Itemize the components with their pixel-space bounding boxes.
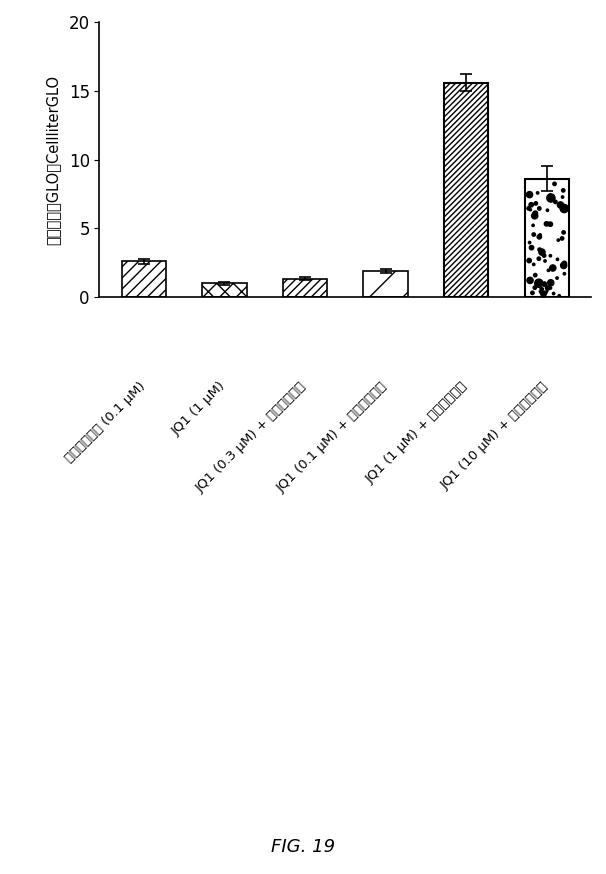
Point — [546, 191, 556, 205]
Point — [550, 177, 559, 191]
Point — [545, 249, 555, 263]
Point — [548, 261, 558, 275]
Point — [525, 274, 535, 288]
Point — [549, 287, 559, 301]
Bar — [202, 283, 247, 297]
Point — [537, 245, 547, 259]
Bar — [444, 82, 488, 297]
Bar — [122, 261, 166, 297]
Point — [551, 195, 561, 209]
Point — [542, 204, 552, 218]
Point — [527, 198, 536, 212]
Point — [559, 225, 568, 239]
Point — [545, 188, 555, 202]
Point — [559, 259, 568, 273]
Point — [556, 198, 565, 212]
Text: JQ1 (1 μM): JQ1 (1 μM) — [170, 379, 228, 439]
Point — [545, 218, 555, 232]
Point — [528, 218, 538, 232]
Point — [539, 248, 549, 262]
Point — [529, 258, 539, 272]
Point — [524, 201, 533, 215]
Point — [530, 208, 539, 222]
Point — [530, 209, 539, 223]
Point — [553, 253, 562, 267]
Point — [544, 263, 553, 277]
Point — [534, 202, 544, 216]
Point — [542, 217, 552, 231]
Point — [538, 288, 547, 302]
Point — [552, 271, 562, 285]
Point — [539, 277, 549, 291]
Point — [528, 286, 538, 300]
Text: FIG. 19: FIG. 19 — [271, 838, 335, 857]
Point — [534, 252, 544, 266]
Text: JQ1 (1 μM) + アルボシジブ: JQ1 (1 μM) + アルボシジブ — [364, 379, 470, 486]
Point — [525, 188, 534, 202]
Point — [534, 230, 544, 244]
Point — [557, 198, 567, 212]
Point — [542, 217, 551, 231]
Point — [558, 232, 567, 246]
Point — [559, 267, 569, 281]
Bar — [283, 279, 327, 297]
Point — [537, 282, 547, 296]
Point — [530, 206, 540, 220]
Point — [530, 206, 539, 220]
Point — [545, 281, 555, 295]
Bar — [444, 82, 488, 297]
Point — [559, 202, 569, 216]
Text: アルボシジブ (0.1 μM): アルボシジブ (0.1 μM) — [62, 379, 148, 465]
Point — [558, 184, 568, 198]
Point — [525, 236, 534, 250]
Bar — [525, 179, 569, 297]
Point — [540, 254, 550, 268]
Point — [530, 281, 540, 295]
Text: JQ1 (0.1 μM) + アルボシジブ: JQ1 (0.1 μM) + アルボシジブ — [275, 379, 390, 495]
Y-axis label: カスパーゼGLO／CellliterGLO: カスパーゼGLO／CellliterGLO — [45, 74, 61, 245]
Point — [543, 281, 553, 295]
Point — [534, 243, 544, 257]
Point — [535, 228, 545, 242]
Point — [529, 227, 539, 241]
Point — [527, 240, 536, 254]
Point — [559, 256, 569, 270]
Point — [546, 276, 556, 290]
Text: JQ1 (0.3 μM) + アルボシジブ: JQ1 (0.3 μM) + アルボシジブ — [194, 379, 309, 495]
Point — [534, 276, 544, 290]
Point — [558, 190, 567, 204]
Text: JQ1 (10 μM) + アルボシジブ: JQ1 (10 μM) + アルボシジブ — [438, 379, 551, 492]
Point — [553, 233, 563, 247]
Bar — [364, 271, 408, 297]
Bar — [525, 179, 569, 297]
Point — [533, 186, 542, 200]
Point — [525, 203, 535, 217]
Point — [530, 268, 540, 282]
Point — [524, 253, 534, 267]
Point — [531, 197, 541, 211]
Point — [554, 288, 564, 302]
